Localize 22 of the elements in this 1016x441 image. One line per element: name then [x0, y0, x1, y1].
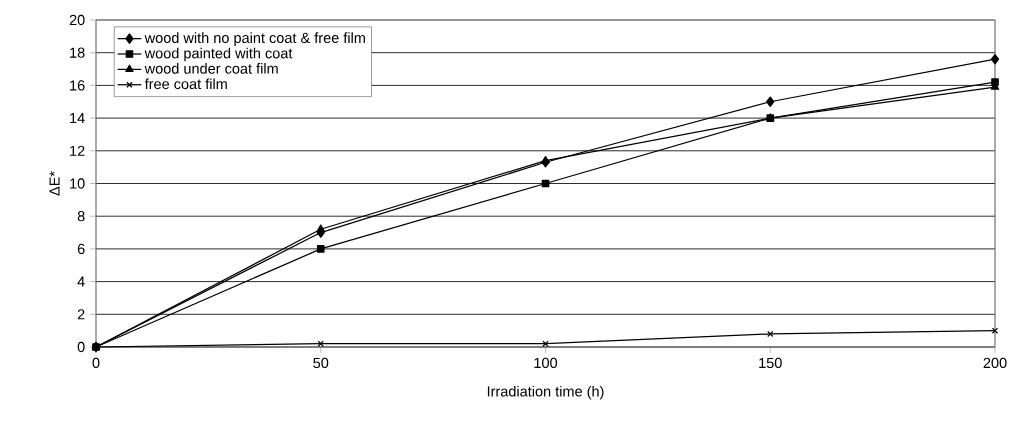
y-tick-label: 10	[70, 178, 85, 189]
y-tick-label: 20	[69, 14, 85, 26]
x-tick-label: 100	[534, 357, 558, 369]
x-tick-label: 50	[313, 357, 329, 369]
y-tick-label: 6	[77, 243, 85, 255]
y-tick-label: 0	[77, 341, 85, 353]
legend-label: free coat film	[144, 78, 227, 90]
x-tick-label: 0	[92, 357, 100, 369]
x-axis-title: Irradiation time (h)	[487, 385, 604, 400]
legend-label: wood painted with coat	[144, 47, 293, 62]
y-tick-label: 4	[77, 276, 85, 287]
y-tick-label: 12	[70, 145, 85, 156]
y-tick-label: 2	[77, 309, 85, 320]
x-tick-label: 200	[983, 357, 1007, 369]
legend-label: wood with no paint coat & free film	[144, 32, 365, 46]
y-tick-label: 16	[70, 80, 85, 91]
y-tick-label: 14	[70, 113, 85, 124]
y-axis-title: ΔE*	[49, 171, 60, 196]
y-tick-label: 18	[70, 47, 85, 58]
y-tick-label: 8	[77, 211, 85, 222]
x-tick-label: 150	[759, 357, 782, 369]
legend-label: wood under coat film	[144, 63, 278, 74]
